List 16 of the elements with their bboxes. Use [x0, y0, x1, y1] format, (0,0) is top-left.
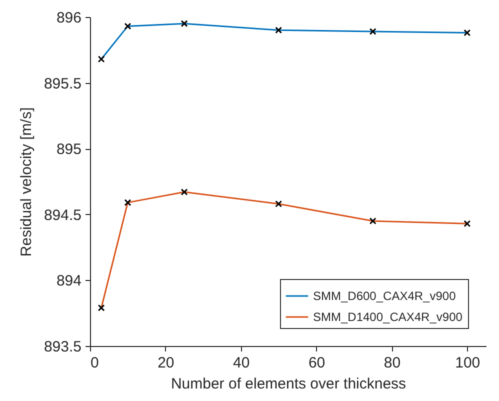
- x-tick-label: 40: [233, 354, 250, 372]
- y-tick-label: 894: [56, 272, 82, 290]
- legend-label: SMM_D1400_CAX4R_v900: [313, 310, 463, 324]
- y-axis-title: Residual velocity [m/s]: [18, 107, 35, 257]
- x-tick-label: 80: [384, 354, 401, 372]
- x-tick-label: 60: [308, 354, 326, 372]
- y-tick-label: 893.5: [44, 338, 82, 356]
- y-tick-label: 894.5: [44, 206, 82, 224]
- x-axis-title: Number of elements over thickness: [170, 376, 406, 392]
- x-tick-label: 0: [90, 354, 99, 372]
- x-tick-label: 100: [455, 354, 480, 372]
- legend-label: SMM_D600_CAX4R_v900: [313, 289, 456, 303]
- x-tick-label: 20: [158, 354, 174, 372]
- y-tick-label: 895: [56, 141, 82, 158]
- y-tick-label: 895.5: [44, 75, 82, 92]
- y-tick-label: 896: [56, 10, 82, 26]
